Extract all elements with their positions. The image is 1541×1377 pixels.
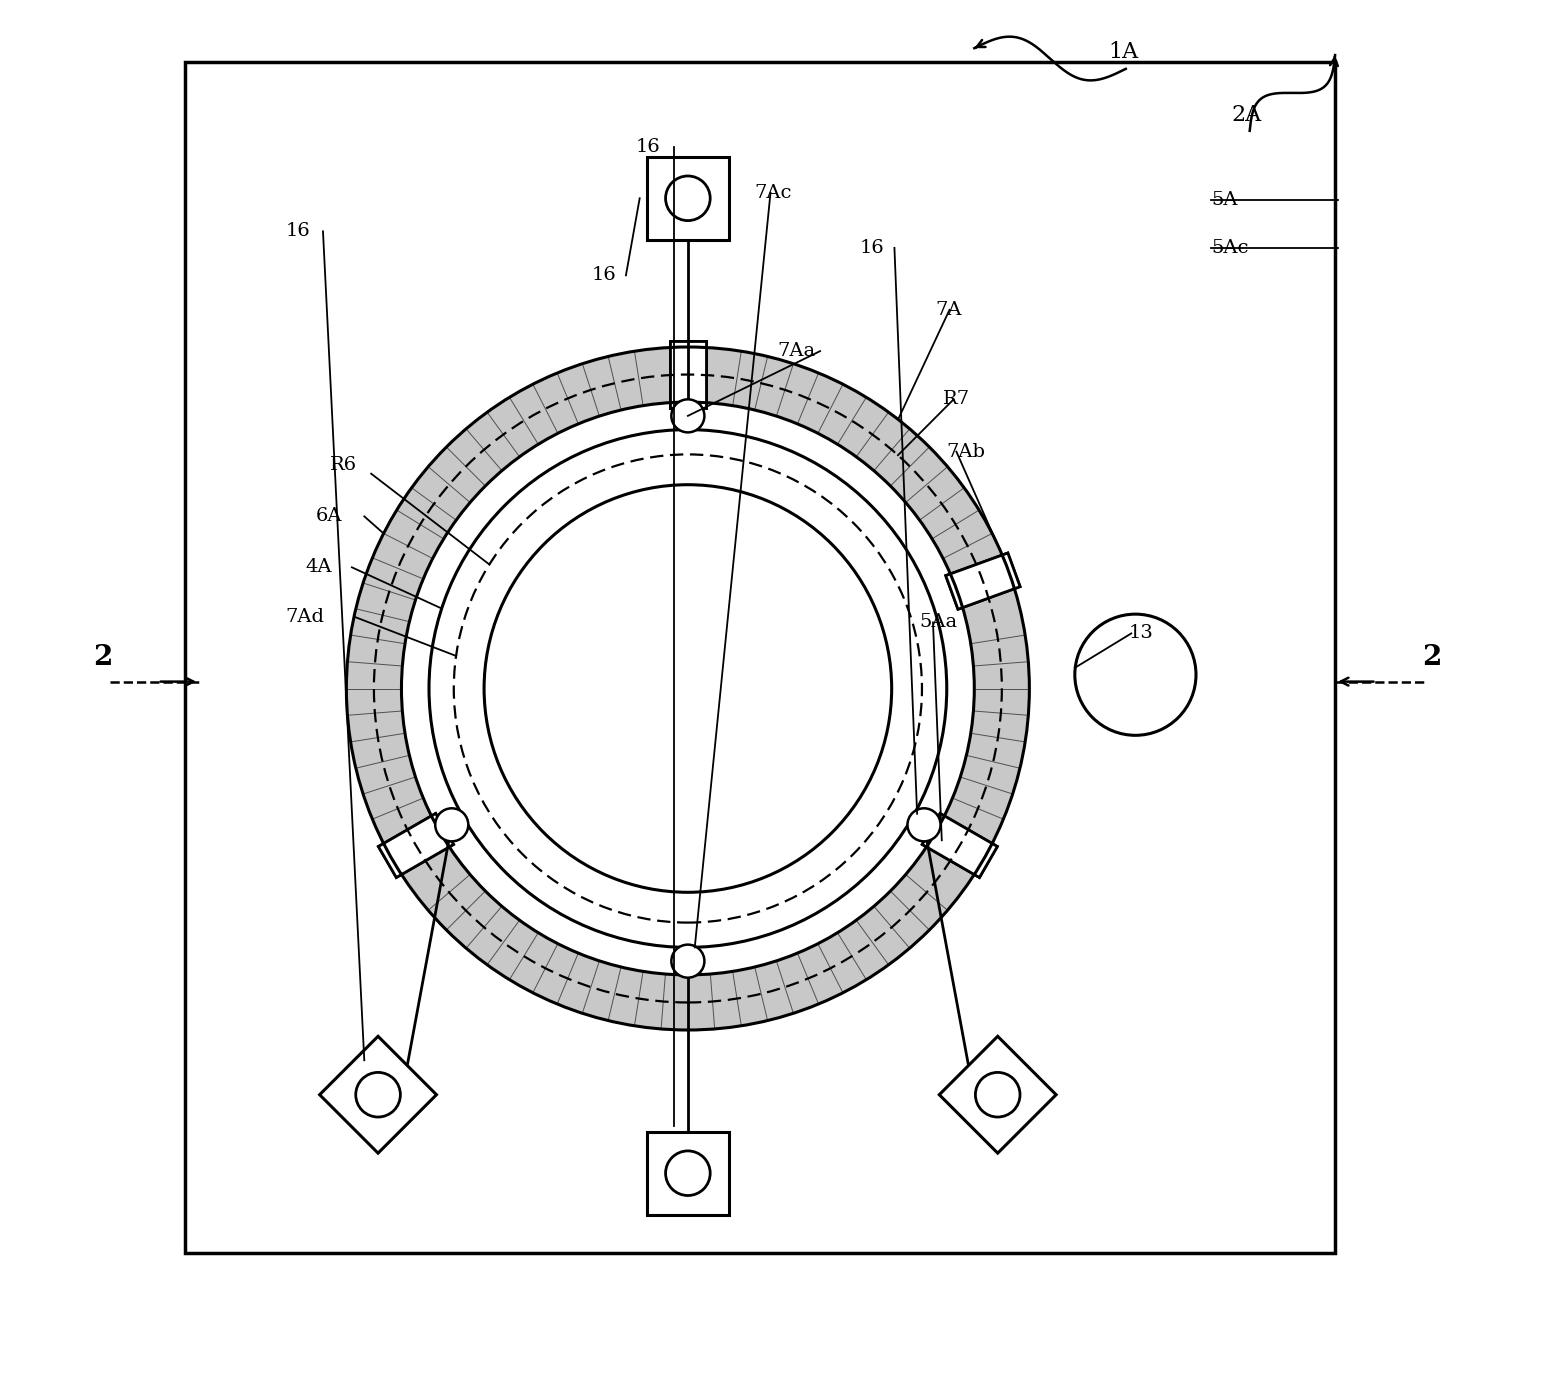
- Text: 16: 16: [635, 138, 660, 157]
- Circle shape: [672, 945, 704, 978]
- Text: 5A: 5A: [1211, 190, 1237, 209]
- Text: 2: 2: [92, 643, 112, 671]
- Text: 6A: 6A: [316, 507, 342, 526]
- Text: 5Ac: 5Ac: [1211, 238, 1248, 257]
- Polygon shape: [946, 554, 1020, 609]
- Text: 2A: 2A: [1231, 105, 1262, 127]
- Text: 7Ad: 7Ad: [285, 607, 325, 627]
- Text: 16: 16: [860, 238, 885, 257]
- Polygon shape: [379, 814, 453, 877]
- Text: 1A: 1A: [1108, 41, 1137, 63]
- Polygon shape: [922, 814, 997, 877]
- Circle shape: [666, 1151, 710, 1195]
- Circle shape: [356, 1073, 401, 1117]
- Circle shape: [402, 402, 974, 975]
- Text: 13: 13: [1128, 624, 1153, 643]
- Text: 2: 2: [1422, 643, 1441, 671]
- Polygon shape: [946, 554, 1020, 609]
- Polygon shape: [670, 341, 706, 408]
- Polygon shape: [319, 1037, 436, 1153]
- Circle shape: [908, 808, 940, 841]
- Text: R7: R7: [943, 390, 969, 409]
- Text: 7Aa: 7Aa: [777, 341, 815, 361]
- Text: R6: R6: [330, 456, 358, 475]
- Polygon shape: [379, 814, 453, 877]
- Circle shape: [347, 347, 1029, 1030]
- Text: 7A: 7A: [935, 300, 962, 319]
- Circle shape: [975, 1073, 1020, 1117]
- Polygon shape: [940, 1037, 1056, 1153]
- Polygon shape: [670, 341, 706, 408]
- Circle shape: [435, 808, 468, 841]
- Text: 7Ab: 7Ab: [946, 442, 986, 461]
- Circle shape: [672, 399, 704, 432]
- Text: 16: 16: [285, 222, 311, 241]
- Text: 7Ac: 7Ac: [754, 183, 792, 202]
- Polygon shape: [647, 157, 729, 240]
- Text: 5Aa: 5Aa: [920, 613, 957, 632]
- Polygon shape: [922, 814, 997, 877]
- Polygon shape: [647, 1132, 729, 1215]
- Text: 16: 16: [592, 266, 616, 285]
- Text: 4A: 4A: [305, 558, 331, 577]
- Circle shape: [666, 176, 710, 220]
- Bar: [185, 62, 1335, 1253]
